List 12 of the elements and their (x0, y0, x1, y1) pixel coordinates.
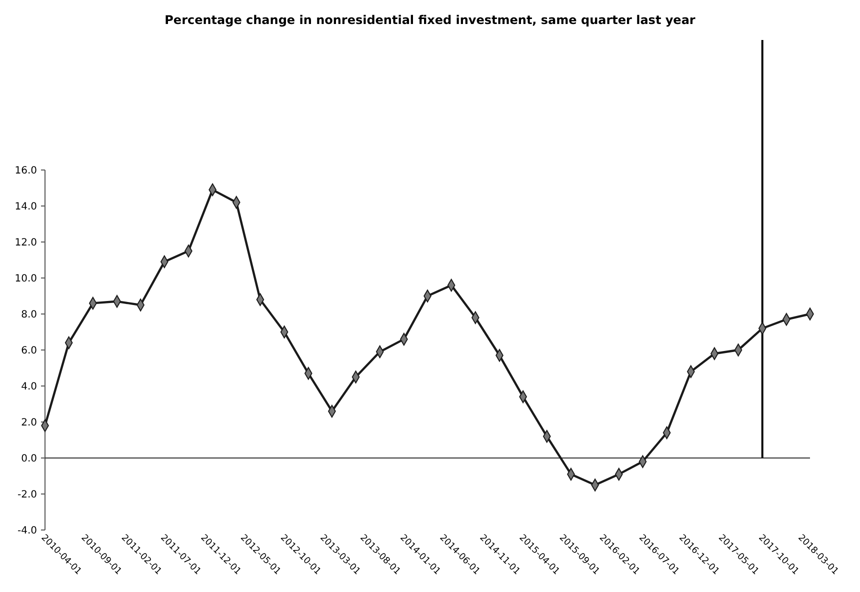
y-tick-label: -2.0 (17, 490, 37, 500)
y-tick-label: 4.0 (21, 382, 37, 392)
y-tick-label: 8.0 (21, 310, 37, 320)
y-tick-label: 14.0 (14, 202, 37, 212)
y-tick-label: 6.0 (21, 346, 37, 356)
chart-title: Percentage change in nonresidential fixed investment, same quarter last year (164, 13, 696, 27)
y-tick-label: 0.0 (21, 454, 37, 464)
y-tick-label: 16.0 (14, 166, 37, 176)
y-tick-label: 10.0 (14, 274, 37, 284)
y-tick-label: -4.0 (17, 526, 37, 536)
y-tick-label: 12.0 (14, 238, 37, 248)
y-tick-label: 2.0 (21, 418, 37, 428)
